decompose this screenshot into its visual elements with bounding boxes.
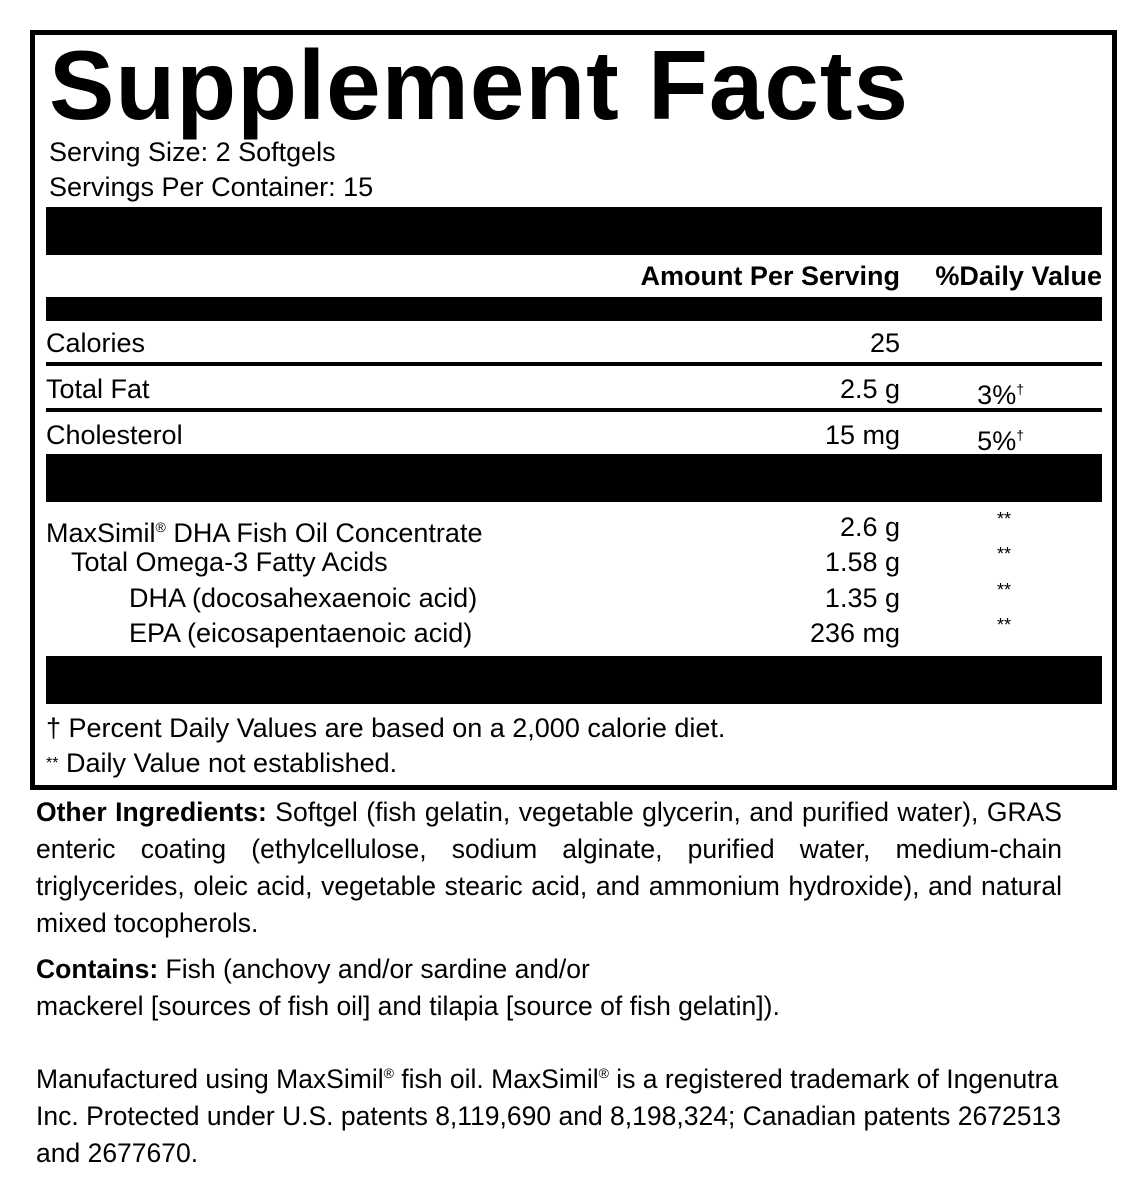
thick-divider — [46, 656, 1102, 704]
footnote-not-established: ** Daily Value not established. — [46, 747, 397, 780]
ingredient-name: MaxSimil® DHA Fish Oil Concentrate — [46, 511, 482, 549]
servings-per-container: Servings Per Container: 15 — [49, 172, 374, 202]
other-ingredients-label: Other Ingredients: — [36, 797, 267, 827]
contains-text-2: mackerel [sources of fish oil] and tilap… — [36, 991, 780, 1021]
ingredient-name: DHA (docosahexaenoic acid) — [129, 583, 478, 613]
supplement-facts-panel: Supplement Facts Serving Size: 2 Softgel… — [30, 30, 1117, 790]
other-ingredients-text: Softgel (fish gelatin, vegetable glyceri… — [36, 797, 1062, 938]
manufacturing-note: Manufactured using MaxSimil® fish oil. M… — [36, 1055, 1076, 1172]
footnote-daily-values: † Percent Daily Values are based on a 2,… — [46, 713, 726, 743]
amount-per-serving-header: Amount Per Serving — [640, 261, 900, 291]
contains-label: Contains: — [36, 954, 159, 984]
nutrient-name: Total Fat — [46, 374, 150, 404]
contains: Contains: Fish (anchovy and/or sardine a… — [36, 951, 1062, 1025]
nutrient-name: Calories — [46, 328, 146, 358]
dagger-mark: † — [1016, 427, 1024, 443]
nutrient-dv: 5%† — [977, 419, 1024, 457]
footnote-text: Daily Value not established. — [58, 748, 398, 778]
contains-text: Fish (anchovy and/or sardine and/or — [158, 954, 590, 984]
serving-size: Serving Size: 2 Softgels — [49, 137, 336, 167]
ingredient-name: Total Omega-3 Fatty Acids — [71, 547, 388, 577]
panel-title: Supplement Facts — [49, 30, 910, 140]
row-rule — [46, 408, 1102, 412]
registered-mark: ® — [383, 1065, 394, 1081]
ingredient-name-rest: DHA Fish Oil Concentrate — [165, 518, 483, 548]
ingredient-dv: ** — [996, 544, 1011, 564]
stars-mark: ** — [46, 755, 59, 772]
note-text: fish oil. MaxSimil — [393, 1063, 599, 1094]
ingredient-amount: 236 mg — [809, 618, 900, 648]
ingredient-amount: 2.6 g — [839, 512, 900, 542]
ingredient-name: EPA (eicosapentaenoic acid) — [129, 618, 473, 648]
nutrient-amount: 15 mg — [824, 420, 900, 450]
ingredient-brand: MaxSimil — [46, 518, 156, 548]
dv-value: 5% — [977, 426, 1017, 456]
registered-mark: ® — [598, 1065, 609, 1081]
nutrient-dv: 3%† — [977, 373, 1024, 411]
divider — [46, 297, 1102, 321]
thick-divider — [46, 454, 1102, 502]
dv-value: 3% — [977, 380, 1017, 410]
other-ingredients: Other Ingredients: Softgel (fish gelatin… — [36, 794, 1062, 942]
dagger-mark: † — [1016, 381, 1024, 397]
registered-mark: ® — [155, 519, 166, 535]
ingredient-amount: 1.35 g — [824, 583, 900, 613]
note-text: is a registered trademark of Ingenutra I… — [36, 1063, 1061, 1168]
row-rule — [46, 362, 1102, 366]
nutrient-amount: 2.5 g — [839, 374, 900, 404]
daily-value-header: %Daily Value — [935, 261, 1102, 291]
nutrient-amount: 25 — [869, 328, 900, 358]
ingredient-dv: ** — [996, 580, 1011, 600]
ingredient-dv: ** — [996, 615, 1011, 635]
nutrient-name: Cholesterol — [46, 420, 183, 450]
ingredient-dv: ** — [996, 509, 1011, 529]
note-text: Manufactured using MaxSimil — [36, 1063, 384, 1094]
ingredient-amount: 1.58 g — [824, 547, 900, 577]
thick-divider — [46, 207, 1102, 255]
